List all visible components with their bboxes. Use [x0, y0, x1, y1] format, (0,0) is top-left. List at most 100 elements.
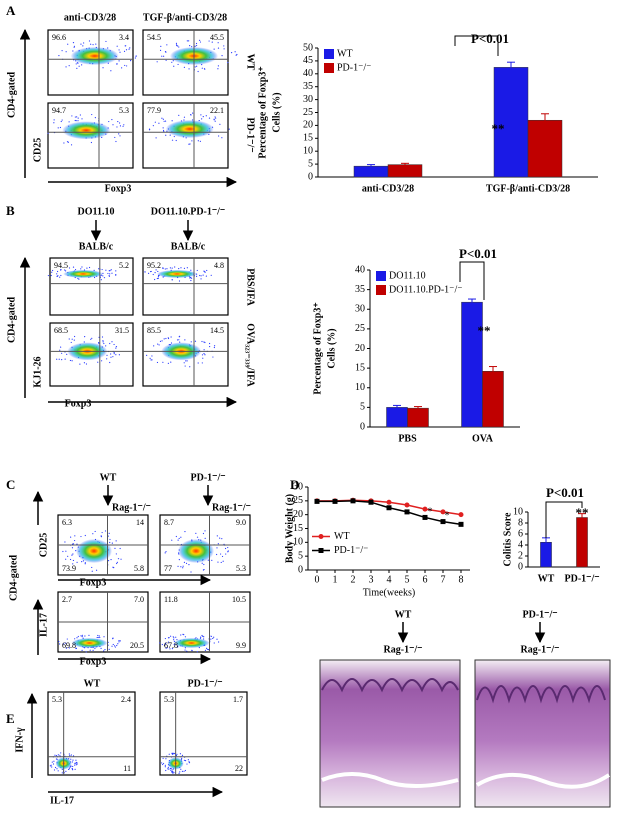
y-tick-label: 35: [303, 81, 313, 92]
flow-event: [73, 46, 75, 48]
significance-bracket: [545, 501, 583, 538]
flow-event: [70, 536, 72, 538]
flow-event: [61, 772, 63, 774]
flow-event: [69, 558, 72, 561]
flow-event: [186, 360, 188, 362]
legend-swatch: [324, 49, 334, 59]
significance-bracket: [454, 35, 499, 56]
axis-label: Foxp3: [80, 656, 107, 667]
quadrant-percent: 7.0: [134, 595, 144, 604]
flow-event: [99, 636, 101, 639]
flow-event: [61, 352, 63, 354]
flow-event: [119, 125, 122, 127]
marker: [314, 498, 320, 504]
axis-label: CD25: [38, 533, 49, 557]
flow-event: [119, 51, 121, 53]
flow-event: [72, 563, 74, 565]
flow-event: [190, 269, 192, 271]
flow-event: [59, 126, 62, 129]
quadrant-percent: 1.7: [233, 695, 243, 704]
quadrant-percent: 6.3: [62, 518, 72, 527]
y-tick-label: 10: [293, 537, 303, 548]
flow-event: [184, 530, 186, 533]
flow-event: [119, 547, 121, 550]
panel-letter: D: [290, 477, 299, 492]
panel-letter: C: [6, 477, 15, 492]
flow-event: [223, 48, 225, 50]
legend-marker: [318, 534, 324, 539]
flow-event: [65, 66, 67, 68]
flow-event: [202, 357, 204, 359]
flow-event: [66, 141, 69, 143]
flow-event: [148, 129, 151, 131]
flow-event: [167, 337, 169, 339]
x-tick-label: 7: [441, 574, 446, 585]
flow-event: [162, 118, 164, 120]
flow-event: [56, 273, 58, 275]
flow-event: [173, 65, 175, 67]
flow-event: [73, 339, 75, 341]
flow-event: [171, 771, 173, 773]
row-label: WT: [245, 54, 256, 71]
column-header: PD-1⁻/⁻: [188, 678, 223, 689]
flow-event: [128, 48, 130, 50]
flow-event: [63, 643, 65, 645]
flow-event: [70, 758, 72, 760]
flow-event: [227, 61, 229, 64]
flow-event: [173, 637, 175, 639]
flow-event: [125, 45, 127, 47]
flow-event: [158, 344, 160, 346]
flow-event: [73, 45, 76, 47]
flow-event: [113, 353, 115, 355]
marker: [386, 505, 392, 511]
flow-event: [184, 636, 187, 638]
flow-event: [179, 771, 181, 773]
quadrant-percent: 5.3: [52, 695, 62, 704]
flow-event: [129, 47, 131, 49]
flow-event: [118, 49, 120, 51]
flow-event: [57, 127, 59, 129]
bar: [527, 119, 563, 178]
host-label: Rag-1⁻/⁻: [384, 644, 423, 655]
flow-event: [100, 535, 102, 537]
flow-event: [222, 560, 224, 562]
gate-label: CD4-gated: [8, 555, 19, 602]
x-tick-label: 0: [315, 574, 320, 585]
flow-event: [213, 636, 215, 638]
flow-event: [213, 345, 216, 347]
flow-event: [167, 766, 169, 768]
x-axis-label: Time(weeks): [363, 587, 415, 598]
flow-event: [217, 47, 220, 49]
flow-event: [180, 536, 182, 538]
flow-event: [171, 648, 174, 650]
flow-event: [195, 532, 197, 534]
flow-event: [57, 754, 59, 756]
flow-event: [205, 647, 208, 649]
flow-event: [65, 647, 68, 649]
x-tick-label: 5: [405, 574, 410, 585]
flow-event: [88, 634, 90, 636]
flow-event: [78, 278, 80, 280]
flow-event: [210, 638, 212, 640]
flow-event: [190, 279, 192, 282]
y-tick-label: 4: [518, 539, 523, 550]
flow-event: [155, 137, 157, 139]
flow-event: [103, 636, 105, 638]
y-tick-label: 50: [303, 42, 313, 53]
flow-event: [50, 274, 52, 277]
legend-label: WT: [337, 48, 353, 59]
flow-event: [113, 645, 116, 647]
flow-event: [201, 362, 203, 364]
flow-event: [112, 124, 114, 126]
flow-event: [179, 335, 181, 337]
flow-event: [178, 559, 180, 561]
flow-event: [184, 339, 186, 341]
flow-event: [178, 772, 180, 774]
flow-event: [111, 341, 113, 343]
flow-event: [190, 114, 192, 116]
flow-event: [100, 647, 102, 649]
flow-event: [108, 270, 110, 272]
flow-event: [83, 362, 86, 364]
flow-event: [203, 349, 205, 351]
quadrant-percent: 3.4: [119, 33, 129, 42]
